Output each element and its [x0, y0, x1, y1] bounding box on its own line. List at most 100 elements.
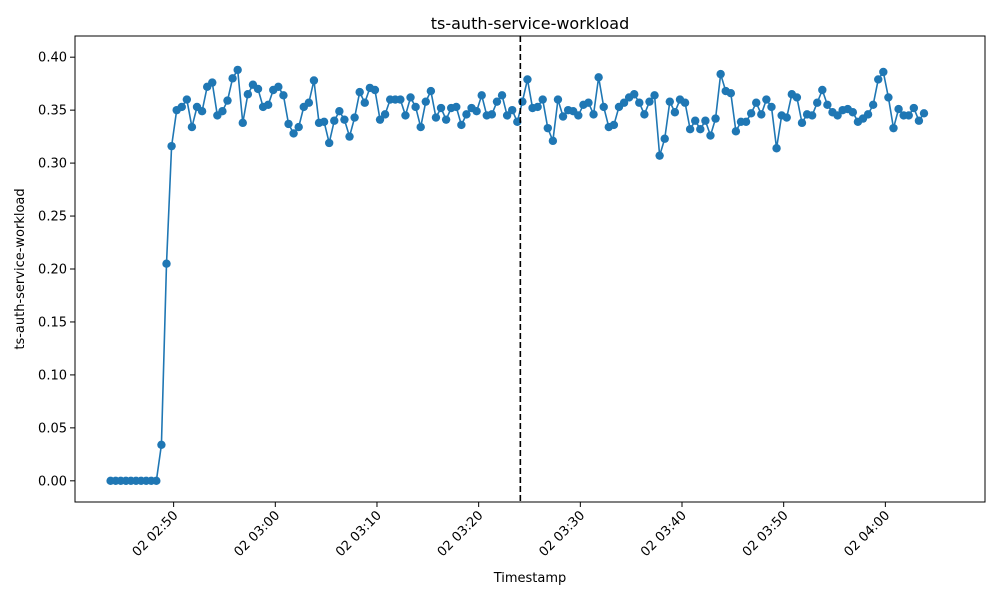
data-point: [884, 93, 893, 102]
data-point: [263, 100, 273, 110]
data-point: [208, 78, 217, 87]
data-point: [772, 144, 781, 153]
y-tick-label: 0.00: [38, 474, 67, 489]
data-point: [696, 125, 705, 134]
data-point: [421, 97, 430, 106]
data-point: [253, 84, 263, 94]
data-point: [711, 114, 720, 123]
data-point: [345, 132, 354, 141]
data-point: [497, 91, 507, 100]
data-point: [650, 91, 659, 100]
data-point: [411, 102, 420, 112]
data-point: [187, 122, 197, 132]
data-point: [848, 108, 858, 117]
data-point: [223, 96, 232, 105]
data-point: [350, 113, 359, 122]
data-point: [197, 107, 207, 116]
data-point: [487, 110, 497, 119]
data-point: [284, 119, 293, 129]
data-point: [406, 93, 415, 102]
data-point: [335, 107, 344, 116]
data-point: [375, 115, 385, 124]
y-axis: 0.00 0.05 0.10 0.15 0.20 0.25 0.30 0.35 0.40: [38, 51, 75, 489]
data-point: [304, 98, 314, 107]
data-point: [502, 111, 512, 120]
data-point: [818, 85, 827, 95]
y-tick-label: 0.25: [38, 210, 67, 225]
data-point: [548, 136, 558, 146]
data-point: [645, 97, 654, 106]
y-tick-label: 0.05: [38, 421, 67, 436]
data-point: [792, 93, 802, 102]
y-tick-label: 0.35: [38, 104, 67, 119]
data-point: [294, 122, 303, 132]
data-point: [640, 110, 649, 119]
y-axis-label: ts-auth-service-workload: [13, 188, 28, 349]
data-point: [670, 108, 680, 117]
data-point: [426, 86, 436, 96]
data-point: [868, 100, 878, 110]
data-point: [807, 111, 817, 120]
data-point: [238, 118, 247, 128]
data-point: [309, 76, 319, 85]
data-point: [152, 476, 161, 486]
x-axis-label: Timestamp: [493, 571, 567, 586]
data-point: [762, 95, 771, 104]
data-point: [919, 109, 929, 118]
y-tick-label: 0.30: [38, 157, 67, 172]
data-point: [833, 111, 842, 120]
data-point: [416, 122, 425, 132]
y-tick-label: 0.15: [38, 315, 67, 330]
data-point: [274, 82, 283, 92]
data-point: [452, 102, 461, 112]
data-point: [518, 97, 527, 106]
data-point: [757, 110, 766, 119]
data-point: [767, 102, 776, 112]
data-point: [462, 110, 471, 119]
data-point: [914, 116, 924, 125]
data-point: [157, 440, 166, 450]
data-point: [797, 118, 807, 128]
data-point: [619, 98, 629, 107]
data-point: [746, 109, 756, 118]
data-point: [472, 107, 481, 116]
data-point: [630, 90, 639, 99]
data-point: [233, 65, 242, 75]
data-point: [574, 111, 583, 120]
data-point: [909, 103, 919, 113]
data-point: [716, 69, 725, 79]
data-point: [523, 75, 532, 84]
data-point: [589, 110, 598, 119]
data-point: [543, 123, 552, 133]
data-point: [894, 104, 903, 114]
data-point: [889, 123, 898, 133]
data-point: [380, 110, 390, 119]
data-point: [823, 100, 832, 110]
data-point: [685, 125, 695, 134]
data-point: [701, 116, 710, 125]
data-point: [660, 134, 669, 143]
data-point: [396, 95, 405, 104]
data-point: [508, 105, 517, 115]
data-point: [731, 127, 741, 136]
data-point: [655, 151, 664, 160]
data-point: [691, 116, 700, 125]
y-tick-label: 0.40: [38, 51, 67, 66]
data-point: [228, 74, 237, 83]
y-tick-label: 0.20: [38, 263, 67, 278]
data-point: [752, 98, 761, 107]
data-point: [584, 98, 593, 107]
data-point: [680, 98, 690, 107]
data-point: [813, 98, 822, 107]
data-point: [553, 95, 563, 104]
data-point: [782, 113, 791, 122]
data-point: [324, 138, 334, 148]
data-point: [319, 117, 329, 126]
chart-title: ts-auth-service-workload: [431, 14, 630, 33]
data-point: [370, 85, 380, 95]
data-point: [665, 97, 674, 106]
data-point: [182, 95, 192, 104]
data-point: [330, 116, 339, 125]
